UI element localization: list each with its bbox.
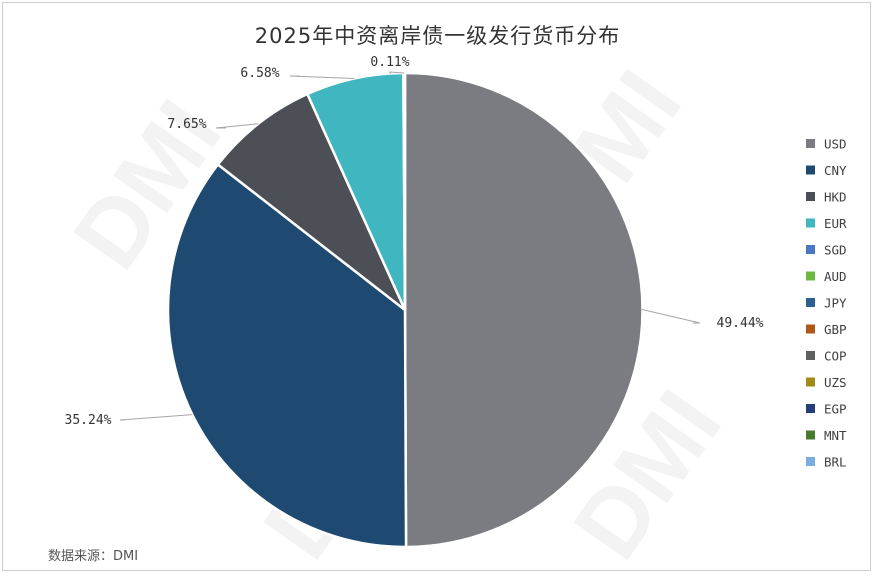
legend-label-eur: EUR — [824, 216, 847, 231]
legend-swatch-eur — [806, 218, 815, 228]
legend-label-cop: COP — [824, 349, 847, 364]
leader-line — [215, 123, 259, 129]
leader-line — [641, 309, 701, 324]
data-label-sgd: 0.11% — [370, 55, 409, 70]
data-label-eur: 6.58% — [240, 66, 279, 81]
legend-label-brl: BRL — [824, 455, 847, 470]
pie-slice-sgd — [402, 71, 407, 311]
data-label-usd: 49.44% — [717, 316, 764, 331]
legend-swatch-brl — [806, 457, 815, 466]
legend-swatch-cny — [806, 165, 815, 175]
legend-label-jpy: JPY — [824, 296, 847, 311]
legend-swatch-sgd — [806, 245, 815, 254]
legend-label-sgd: SGD — [824, 243, 847, 258]
legend-label-uzs: UZS — [824, 375, 847, 390]
legend-swatch-uzs — [806, 377, 815, 387]
legend-label-egp: EGP — [824, 402, 847, 417]
leader-line — [119, 414, 193, 421]
legend-label-aud: AUD — [824, 269, 847, 284]
legend-swatch-gbp — [806, 324, 815, 334]
chart-title: 2025年中资离岸债一级发行货币分布 — [254, 24, 621, 48]
legend-label-cny: CNY — [824, 163, 847, 178]
data-label-hkd: 7.65% — [167, 117, 206, 132]
data-label-cny: 35.24% — [65, 413, 112, 428]
legend-label-usd: USD — [824, 137, 847, 152]
legend-swatch-jpy — [806, 298, 815, 307]
legend-swatch-aud — [806, 271, 815, 281]
leader-line — [289, 75, 355, 79]
source-note: 数据来源：DMI — [48, 549, 139, 564]
legend-swatch-egp — [806, 404, 815, 413]
pie-slice-hkd — [216, 92, 407, 311]
legend-label-gbp: GBP — [824, 322, 847, 337]
legend-label-hkd: HKD — [824, 190, 847, 205]
legend-swatch-mnt — [806, 430, 815, 440]
legend-label-mnt: MNT — [824, 428, 847, 443]
leader-line — [389, 71, 405, 74]
pie-slice-cny — [166, 162, 408, 549]
legend-swatch-hkd — [806, 192, 815, 201]
legend-swatch-usd — [806, 139, 815, 148]
legend-swatch-cop — [806, 351, 815, 360]
pie-slice-usd — [403, 71, 644, 549]
